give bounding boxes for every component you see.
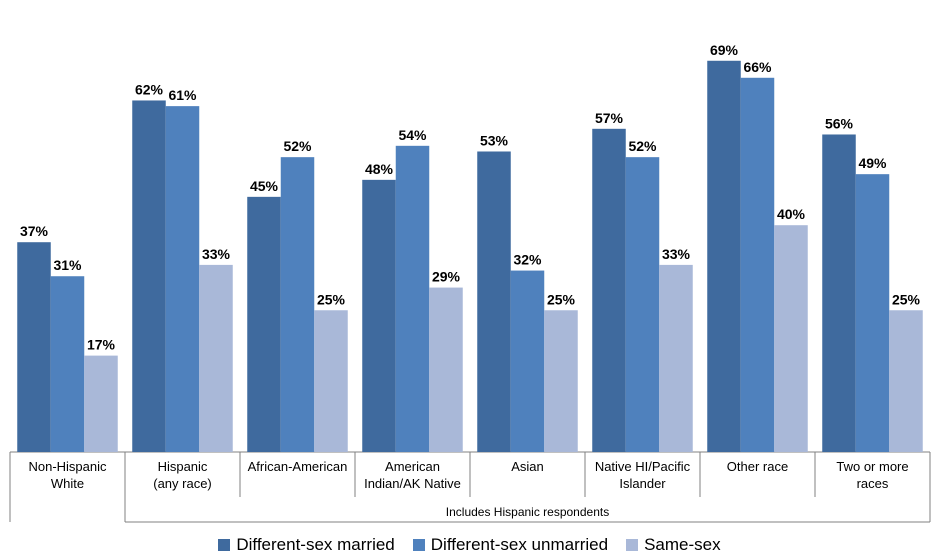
data-label: 25% xyxy=(317,291,346,307)
data-label: 66% xyxy=(743,59,772,75)
data-label: 52% xyxy=(628,138,657,154)
data-label: 29% xyxy=(432,269,461,285)
bar xyxy=(132,100,166,453)
legend-swatch-same-sex xyxy=(626,539,639,551)
data-label: 33% xyxy=(662,246,691,262)
data-label: 54% xyxy=(398,127,427,143)
legend-label-same-sex: Same-sex xyxy=(644,535,721,554)
category-label: Hispanic xyxy=(158,459,208,474)
category-label: Other race xyxy=(727,459,788,474)
bar xyxy=(855,174,890,453)
legend-swatch-unmarried xyxy=(412,539,425,551)
bar xyxy=(165,106,200,452)
data-label: 17% xyxy=(87,337,116,353)
category-label: (any race) xyxy=(153,476,212,491)
bar xyxy=(740,77,775,452)
data-label: 45% xyxy=(250,178,279,194)
legend-label-married: Different-sex married xyxy=(236,535,395,554)
data-label: 57% xyxy=(595,110,624,126)
bar xyxy=(544,310,578,452)
bar xyxy=(280,157,315,452)
bar xyxy=(395,145,430,452)
data-label: 25% xyxy=(892,291,921,307)
legend-swatch-married xyxy=(218,539,231,551)
bar xyxy=(314,310,348,452)
bar xyxy=(429,287,463,452)
bar xyxy=(477,151,511,453)
data-label: 31% xyxy=(53,257,82,273)
bar xyxy=(510,270,545,452)
data-label: 48% xyxy=(365,161,394,177)
legend-label-unmarried: Different-sex unmarried xyxy=(430,535,609,554)
data-label: 33% xyxy=(202,246,231,262)
category-label: African-American xyxy=(248,459,348,474)
category-label: Indian/AK Native xyxy=(364,476,461,491)
bar xyxy=(592,128,626,452)
bar xyxy=(659,264,693,452)
bar xyxy=(889,310,923,452)
category-label: Two or more xyxy=(836,459,908,474)
legend: Different-sex married Different-sex unma… xyxy=(0,535,939,555)
legend-item-married: Different-sex married xyxy=(218,535,395,555)
bar xyxy=(707,60,741,453)
data-label: 37% xyxy=(20,223,49,239)
data-label: 61% xyxy=(168,87,197,103)
bar xyxy=(247,196,281,452)
bar xyxy=(17,242,51,452)
category-label: Asian xyxy=(511,459,544,474)
bar xyxy=(199,264,233,452)
bar xyxy=(84,355,118,452)
data-label: 62% xyxy=(135,81,164,97)
category-label: White xyxy=(51,476,84,491)
legend-item-unmarried: Different-sex unmarried xyxy=(412,535,609,555)
bar xyxy=(50,276,85,452)
category-label: Non-Hispanic xyxy=(28,459,107,474)
data-label: 56% xyxy=(825,115,854,131)
category-label: races xyxy=(857,476,889,491)
data-label: 52% xyxy=(283,138,312,154)
bar xyxy=(774,225,808,452)
bar xyxy=(362,179,396,452)
bar xyxy=(822,134,856,453)
chart: 37% 62% 45% 48% 53% 57% 69% 56% 31% 61% 52% 54% 32% 5… xyxy=(9,42,931,523)
category-label: Native HI/Pacific xyxy=(595,459,691,474)
bar xyxy=(625,157,660,452)
data-label: 49% xyxy=(858,155,887,171)
legend-item-same-sex: Same-sex xyxy=(626,535,721,555)
category-label: American xyxy=(385,459,440,474)
group-annotation: Includes Hispanic respondents xyxy=(446,505,609,519)
data-label: 32% xyxy=(513,252,542,268)
data-label: 69% xyxy=(710,42,739,58)
data-label: 53% xyxy=(480,132,509,148)
data-label: 40% xyxy=(777,206,806,222)
category-label: Islander xyxy=(619,476,666,491)
data-label: 25% xyxy=(547,291,576,307)
